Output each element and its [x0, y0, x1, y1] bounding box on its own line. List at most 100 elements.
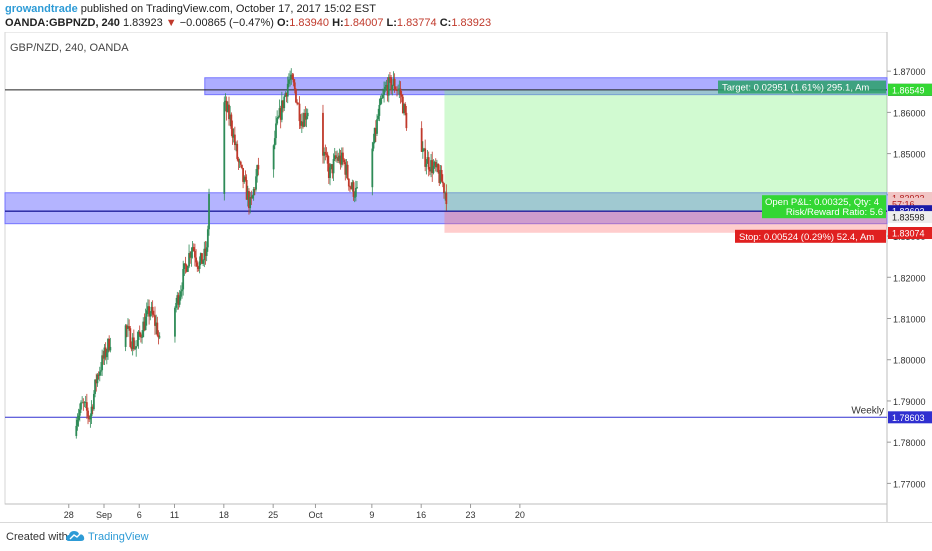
candle-body	[405, 112, 408, 129]
candle-body	[356, 187, 358, 188]
candle-body	[280, 100, 283, 120]
candle-body	[185, 265, 188, 272]
candle-body	[147, 306, 149, 311]
candle-body	[154, 315, 156, 326]
candle-body	[384, 86, 387, 91]
candle-body	[347, 178, 350, 187]
candle-body	[303, 113, 306, 127]
candle-body	[376, 119, 378, 134]
candle-body	[338, 155, 341, 161]
candle-body	[225, 100, 228, 112]
tradingview-brand[interactable]: TradingView	[88, 531, 149, 543]
candle-body	[139, 334, 142, 338]
candle-body	[403, 104, 405, 114]
candle-body	[428, 169, 431, 172]
candle-body	[282, 100, 284, 109]
candle-body	[334, 155, 337, 159]
candle-body	[327, 163, 330, 178]
candle-body	[203, 248, 206, 261]
published-text: published on TradingView.com, October 17…	[77, 3, 376, 15]
candle-body	[445, 192, 448, 205]
candle-body	[285, 93, 288, 97]
symbol-ohlc-line: OANDA:GBPNZD, 240 1.83923 ▼ −0.00865 (−0…	[5, 17, 491, 29]
candle-body	[205, 247, 208, 256]
candle-body	[299, 121, 302, 126]
y-tick-label: 1.77000	[893, 479, 926, 489]
candle-body	[443, 183, 445, 194]
candle-body	[92, 393, 95, 410]
price-chart[interactable]: 1.77000 1.78000 1.79000 1.80000 1.81000 1.820…	[0, 32, 932, 522]
candle-body	[143, 321, 146, 331]
candle-body	[235, 143, 237, 146]
high-value: 1.84007	[343, 17, 384, 29]
candle-body	[330, 164, 333, 168]
candle-body	[241, 164, 243, 169]
candle-body	[434, 162, 437, 168]
candle-body	[289, 79, 291, 81]
candle-body	[344, 162, 347, 175]
candle-body	[176, 295, 179, 303]
candle-body	[81, 402, 84, 404]
candle-body	[339, 155, 342, 165]
x-tick-label: 16	[416, 510, 426, 520]
candle-body	[396, 90, 398, 92]
candle-body	[243, 176, 246, 182]
candle-body	[398, 88, 401, 90]
candle-body	[137, 331, 140, 341]
price-tag-bg	[888, 83, 932, 96]
candle-body	[157, 335, 160, 338]
tradingview-cloud-icon	[66, 531, 85, 541]
high-label: H:	[332, 17, 344, 29]
candle-body	[353, 196, 356, 198]
candle-body	[392, 78, 395, 86]
candle-body	[350, 186, 353, 189]
candle-body	[175, 302, 178, 308]
x-tick-label: 11	[170, 510, 179, 520]
risk-reward-label: Risk/Reward Ratio: 5.6	[786, 207, 883, 218]
candle-body	[277, 117, 280, 119]
chart-area[interactable]: 1.77000 1.78000 1.79000 1.80000 1.81000 1.820…	[0, 32, 932, 522]
candle-body	[385, 84, 388, 87]
candle-body	[186, 266, 189, 272]
candle-body	[253, 189, 256, 190]
candle-body	[174, 307, 176, 337]
candle-body	[89, 416, 92, 420]
author-link[interactable]: growandtrade	[5, 3, 78, 15]
low-label: L:	[386, 17, 397, 29]
candle-body	[331, 164, 334, 174]
candle-body	[188, 253, 190, 267]
candle-body	[87, 410, 89, 417]
candle-body	[94, 379, 96, 394]
candle-body	[292, 79, 295, 83]
candle-body	[273, 138, 276, 146]
candle-body	[124, 325, 127, 347]
candle-body	[178, 296, 181, 305]
candle-body	[386, 84, 389, 96]
publication-line: growandtrade published on TradingView.co…	[5, 3, 376, 15]
symbol-label: OANDA:GBPNZD, 240	[5, 17, 120, 29]
candle-body	[145, 310, 148, 317]
y-tick-label: 1.80000	[893, 356, 926, 366]
candle-body	[352, 182, 355, 197]
candle-body	[424, 148, 427, 167]
candle-body	[325, 153, 328, 155]
candle-body	[148, 306, 151, 317]
candle-body	[199, 253, 202, 262]
candle-body	[248, 191, 250, 209]
candle-body	[397, 89, 400, 91]
candle-body	[141, 337, 143, 338]
candle-body	[401, 96, 404, 114]
candle-body	[85, 402, 88, 411]
candle-body	[438, 172, 441, 183]
candle-body	[134, 348, 136, 350]
candle-body	[291, 74, 294, 80]
candle-body	[323, 151, 326, 156]
candle-body	[371, 148, 374, 188]
candle-body	[249, 197, 252, 209]
candle-body	[322, 112, 324, 156]
candles	[75, 68, 448, 439]
candle-body	[399, 88, 402, 95]
candle-body	[75, 425, 78, 436]
candle-body	[246, 191, 249, 200]
candle-body	[76, 419, 79, 426]
